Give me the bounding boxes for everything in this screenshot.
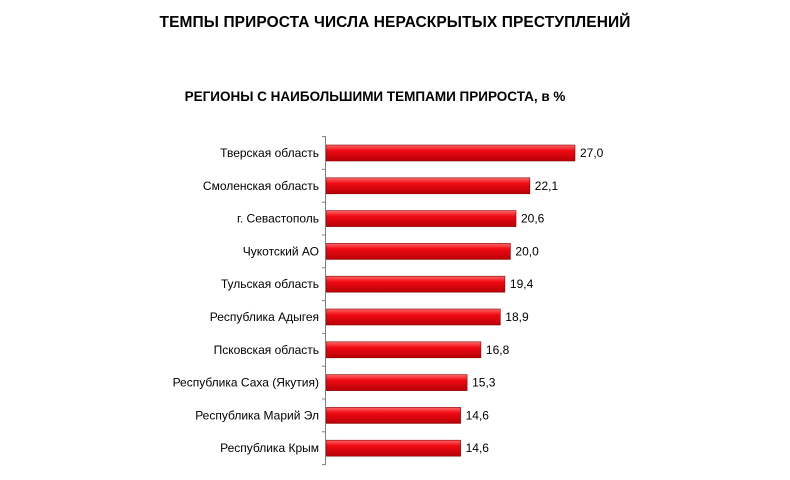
category-label: Тверская область [220, 146, 319, 160]
bar [325, 144, 576, 162]
category-label: Республика Крым [220, 441, 319, 455]
chart-title: РЕГИОНЫ С НАИБОЛЬШИМИ ТЕМПАМИ ПРИРОСТА, … [184, 89, 566, 104]
value-label: 22,1 [535, 179, 559, 193]
bar [325, 407, 461, 424]
bar [325, 177, 531, 195]
category-label: Смоленская область [203, 179, 319, 193]
bar [325, 210, 517, 227]
category-label: Чукотский АО [243, 244, 319, 258]
category-label: Псковская область [214, 343, 319, 357]
value-label: 15,3 [472, 376, 496, 390]
category-label: Республика Адыгея [210, 310, 319, 324]
category-label: г. Севастополь [237, 212, 319, 226]
value-label: 27,0 [580, 146, 604, 160]
value-label: 19,4 [510, 277, 534, 291]
value-label: 14,6 [466, 441, 490, 455]
category-label: Тульская область [221, 277, 319, 291]
bar [325, 275, 506, 293]
bar [325, 243, 511, 260]
bar [325, 308, 501, 326]
value-label: 14,6 [466, 408, 490, 422]
category-label: Республика Марий Эл [195, 408, 319, 422]
page-title: ТЕМПЫ ПРИРОСТА ЧИСЛА НЕРАСКРЫТЫХ ПРЕСТУП… [159, 14, 631, 31]
bar [325, 341, 482, 359]
category-label: Республика Саха (Якутия) [173, 376, 319, 390]
value-label: 18,9 [505, 310, 529, 324]
bar [325, 439, 461, 457]
value-label: 16,8 [486, 343, 510, 357]
value-label: 20,0 [515, 244, 539, 258]
value-label: 20,6 [521, 212, 545, 226]
bar [325, 374, 468, 391]
